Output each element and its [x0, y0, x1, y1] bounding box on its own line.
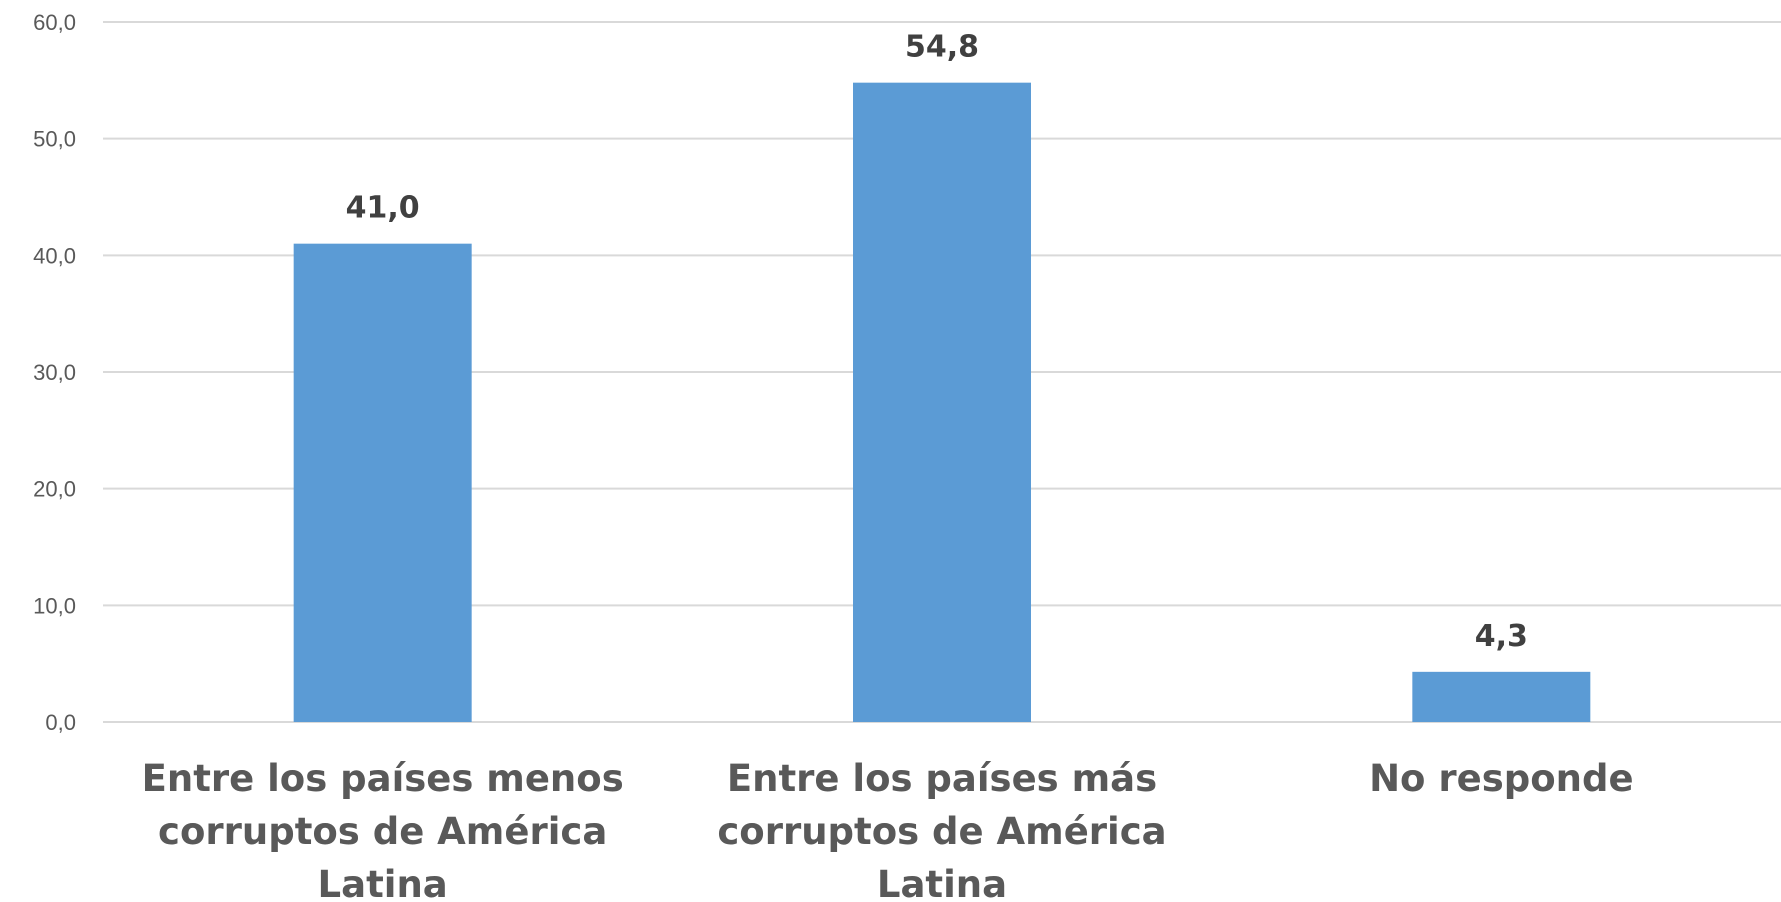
x-axis-category-labels: Entre los países menos corruptos de Améri…: [142, 757, 1634, 902]
bars: [293, 82, 1591, 722]
x-category-label-line: corruptos de América: [158, 810, 607, 853]
y-axis-tick-labels: 0,0 10,0 20,0 30,0 40,0 50,0 60,0: [33, 10, 76, 735]
x-category-label-line: Entre los países más: [727, 757, 1157, 800]
x-category-label: Entre los países menos corruptos de Améri…: [142, 757, 624, 902]
y-tick-label: 10,0: [33, 593, 76, 618]
data-label: 4,3: [1475, 619, 1528, 654]
data-labels: 41,0 54,8 4,3: [346, 30, 1528, 654]
x-category-label: Entre los países más corruptos de América…: [717, 757, 1166, 902]
y-tick-label: 30,0: [33, 360, 76, 385]
y-tick-label: 60,0: [33, 10, 76, 35]
x-category-label-line: No responde: [1369, 757, 1633, 800]
x-category-label-line: Latina: [877, 863, 1007, 902]
y-tick-label: 0,0: [45, 710, 76, 735]
x-category-label: No responde: [1369, 757, 1633, 800]
data-label: 41,0: [346, 191, 420, 226]
x-category-label-line: Entre los países menos: [142, 757, 624, 800]
bar: [853, 82, 1031, 722]
y-tick-label: 20,0: [33, 477, 76, 502]
x-category-label-line: Latina: [318, 863, 448, 902]
x-category-label-line: corruptos de América: [717, 810, 1166, 853]
data-label: 54,8: [905, 30, 979, 65]
y-tick-label: 40,0: [33, 243, 76, 268]
y-tick-label: 50,0: [33, 127, 76, 152]
bar: [1412, 671, 1591, 722]
bar: [293, 243, 472, 722]
